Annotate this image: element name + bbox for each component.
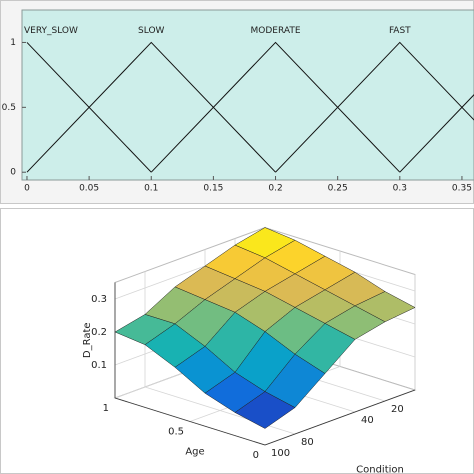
x-tick-label: 0.15 [203,184,223,194]
plot-area [21,9,474,181]
x-tick-label: 0.5 [168,427,184,438]
axis-line [264,389,416,446]
x-tick-label: 1 [103,403,109,414]
lines-layer [26,41,474,173]
y-tick-label: 0.5 [2,103,16,113]
x-tick-label: 0.25 [328,184,348,194]
axis-line [114,397,266,446]
membership-line [26,41,276,173]
y-tick-label: 40 [361,415,374,426]
membership-line [399,94,474,173]
y-tick-label: 1 [10,38,16,48]
x-tick-label: 0.3 [393,184,407,194]
z-axis-label: D_Rate [82,322,93,358]
series-label: FAST [389,26,411,36]
z-tick-label: 0.3 [91,294,107,305]
x-tick-label: 0 [253,450,259,461]
y-tick-label: 80 [301,437,314,448]
series-label: MODERATE [251,26,301,36]
z-tick-label: 0.2 [91,327,107,338]
x-tick-label: 0.1 [144,184,158,194]
series-label: SLOW [138,26,164,36]
y-tick-label: 0 [10,168,16,178]
surface-layer [113,226,417,446]
x-tick-label: 0.2 [268,184,282,194]
x-tick-label: 0.35 [452,184,472,194]
x-tick-label: 0 [24,184,30,194]
y-axis-label: Condition [356,465,404,474]
membership-line [275,41,474,173]
z-tick-label: 0.1 [91,360,107,371]
series-label: VERY_SLOW [24,26,78,36]
y-tick-label: 100 [271,448,290,459]
x-axis-label: Age [185,447,204,458]
x-tick-label: 0.05 [79,184,99,194]
membership-line [150,41,401,173]
y-tick-label: 20 [391,404,404,415]
grid-line [144,386,296,435]
surface-face [234,391,296,429]
